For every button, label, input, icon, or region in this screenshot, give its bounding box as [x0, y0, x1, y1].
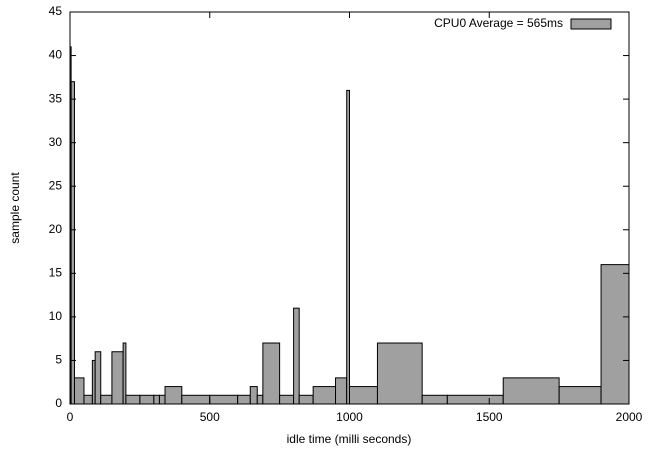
bar [111, 351, 124, 405]
bar [100, 394, 113, 405]
y-tick-label: 30 [49, 135, 63, 149]
legend-label: CPU0 Average = 565ms [434, 16, 563, 30]
bar [83, 394, 93, 405]
y-tick-label: 45 [49, 4, 63, 18]
bar [600, 264, 630, 405]
bar [446, 394, 504, 405]
bar [70, 81, 75, 405]
x-tick-label: 1000 [336, 410, 363, 424]
bar [164, 386, 183, 405]
bar [502, 377, 560, 405]
bar [153, 394, 160, 405]
bar [262, 342, 281, 405]
x-tick-label: 0 [67, 410, 74, 424]
x-tick-label: 500 [200, 410, 220, 424]
bar [376, 342, 423, 405]
bar [349, 386, 378, 405]
bar [125, 394, 141, 405]
y-tick-label: 25 [49, 178, 63, 192]
bar [335, 377, 348, 405]
x-axis-label: idle time (milli seconds) [287, 432, 412, 446]
bar [73, 377, 85, 405]
bar [209, 394, 239, 405]
bar [346, 89, 350, 405]
x-tick-label: 1500 [476, 410, 503, 424]
bar [279, 394, 295, 405]
bar [312, 386, 337, 405]
bar [139, 394, 155, 405]
bar [181, 394, 211, 405]
y-tick-label: 40 [49, 48, 63, 62]
bar [158, 394, 166, 405]
bar [293, 307, 300, 405]
bar [237, 394, 251, 405]
y-axis-label: sample count [8, 172, 22, 244]
x-tick-label: 2000 [616, 410, 643, 424]
y-tick-label: 20 [49, 222, 63, 236]
y-tick-label: 5 [55, 353, 62, 367]
bar [298, 394, 314, 405]
y-tick-label: 10 [49, 309, 63, 323]
y-tick-label: 35 [49, 91, 63, 105]
bar [249, 386, 258, 405]
bar [256, 394, 264, 405]
legend-swatch [570, 18, 612, 30]
y-tick-label: 15 [49, 266, 63, 280]
bar [421, 394, 448, 405]
bar [558, 386, 602, 405]
bar [94, 351, 102, 405]
y-tick-label: 0 [55, 396, 62, 410]
